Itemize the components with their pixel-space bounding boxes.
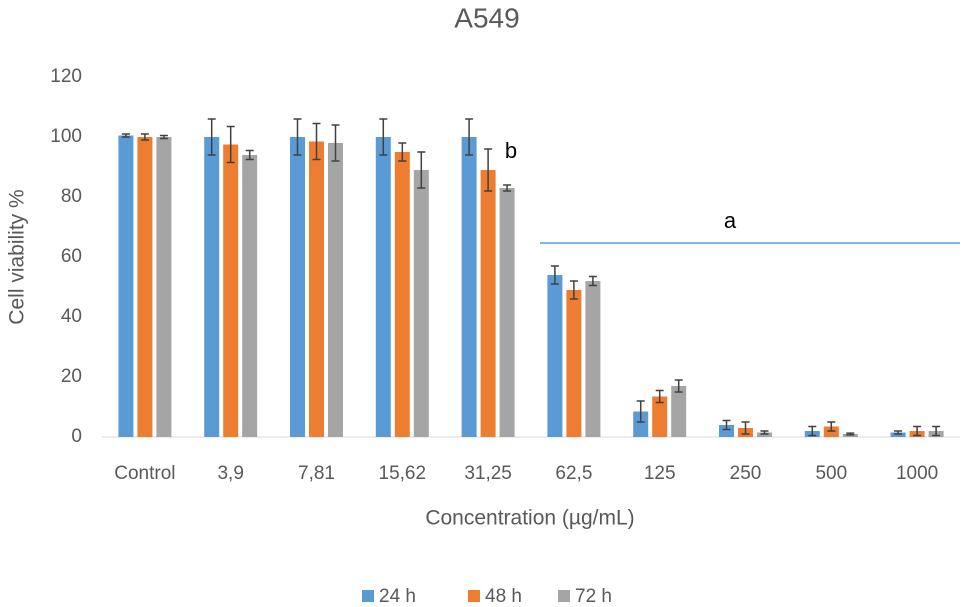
error-bar bbox=[588, 275, 597, 287]
bar bbox=[137, 137, 153, 437]
error-bar bbox=[808, 425, 817, 437]
error-bar bbox=[398, 142, 407, 162]
y-tick-label: 0 bbox=[71, 426, 82, 447]
y-tick-label: 80 bbox=[61, 186, 82, 207]
x-tick-label: 3,9 bbox=[217, 463, 243, 484]
legend-label: 72 h bbox=[575, 586, 612, 607]
error-bar bbox=[207, 118, 216, 156]
error-bar bbox=[846, 432, 855, 436]
annotation: a bbox=[724, 208, 737, 233]
error-bar bbox=[760, 430, 769, 435]
y-tick-label: 40 bbox=[61, 306, 82, 327]
y-axis-label: Cell viability % bbox=[6, 189, 29, 324]
error-bar bbox=[140, 133, 149, 141]
error-bar bbox=[722, 419, 731, 431]
legend-label: 24 h bbox=[379, 586, 416, 607]
error-bar bbox=[121, 133, 130, 138]
error-bar bbox=[331, 124, 340, 162]
bar bbox=[242, 155, 258, 437]
error-bar bbox=[569, 280, 578, 300]
x-axis-label: Concentration (µg/mL) bbox=[425, 507, 634, 530]
error-bar bbox=[894, 430, 903, 435]
x-tick-label: 250 bbox=[730, 463, 762, 484]
error-bar bbox=[674, 379, 683, 393]
error-bar bbox=[741, 421, 750, 435]
legend-swatch bbox=[468, 590, 480, 602]
bar bbox=[413, 170, 429, 437]
error-bar bbox=[913, 425, 922, 437]
bar bbox=[290, 137, 305, 437]
error-bar bbox=[417, 151, 426, 189]
error-bar bbox=[465, 118, 474, 156]
x-tick-label: 7,81 bbox=[298, 463, 335, 484]
y-tick-label: 120 bbox=[50, 66, 82, 87]
y-tick-label: 100 bbox=[50, 126, 82, 147]
error-bar bbox=[655, 389, 664, 404]
error-bar bbox=[827, 421, 836, 432]
legend-swatch bbox=[362, 590, 374, 602]
bar bbox=[309, 141, 324, 437]
chart-title: A549 bbox=[454, 2, 519, 33]
bar bbox=[375, 137, 391, 437]
bar bbox=[652, 396, 668, 437]
bar bbox=[328, 143, 343, 437]
bar bbox=[204, 137, 220, 437]
error-bar bbox=[159, 134, 168, 140]
legend-label: 48 h bbox=[485, 586, 522, 607]
legend-swatch bbox=[558, 590, 570, 602]
bar bbox=[461, 137, 477, 437]
error-bar bbox=[245, 149, 254, 161]
x-tick-label: 31,25 bbox=[464, 463, 512, 484]
y-tick-label: 60 bbox=[61, 246, 82, 267]
bar bbox=[480, 170, 496, 437]
x-tick-label: 1000 bbox=[896, 463, 938, 484]
error-bar bbox=[636, 400, 645, 423]
bar bbox=[118, 135, 134, 437]
bar bbox=[547, 275, 563, 437]
error-bar bbox=[226, 125, 235, 164]
x-tick-label: 15,62 bbox=[379, 463, 427, 484]
error-bar bbox=[932, 425, 941, 437]
bar bbox=[719, 425, 734, 437]
bar bbox=[585, 281, 601, 437]
bar bbox=[633, 411, 649, 437]
x-tick-label: 125 bbox=[644, 463, 676, 484]
bar bbox=[394, 152, 410, 437]
error-bar bbox=[550, 265, 559, 285]
bar bbox=[499, 188, 515, 437]
x-tick-label: 500 bbox=[815, 463, 847, 484]
annotation: b bbox=[505, 138, 517, 163]
bar bbox=[156, 137, 172, 437]
bar bbox=[671, 386, 687, 437]
y-tick-label: 20 bbox=[61, 366, 82, 387]
bar bbox=[223, 144, 239, 437]
x-tick-label: Control bbox=[114, 463, 175, 484]
error-bar bbox=[379, 118, 388, 156]
x-tick-label: 62,5 bbox=[555, 463, 592, 484]
error-bar bbox=[312, 122, 321, 161]
error-bar bbox=[293, 118, 302, 156]
error-bar bbox=[503, 184, 512, 192]
error-bar bbox=[484, 148, 493, 192]
bar bbox=[566, 290, 582, 437]
